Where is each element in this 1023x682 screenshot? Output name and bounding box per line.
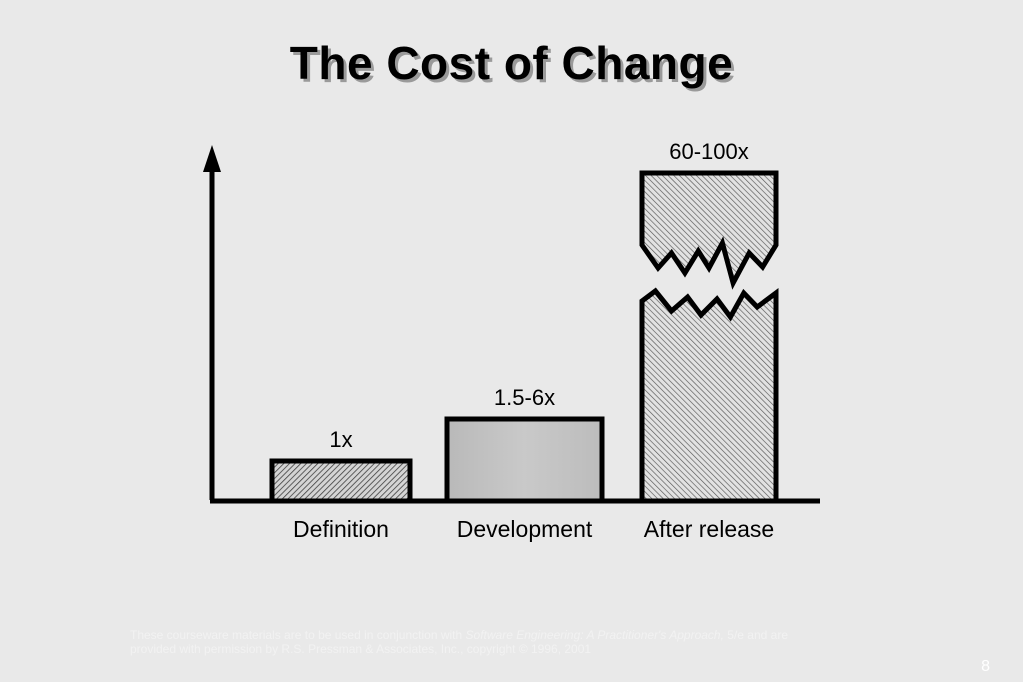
footer-suffix: 5/e and are	[723, 628, 789, 642]
data-label-development: 1.5-6x	[494, 385, 555, 410]
page-number: 8	[981, 658, 990, 675]
bar-after-release-top	[639, 170, 779, 290]
data-label-after-release: 60-100x	[669, 139, 749, 164]
bar-definition	[269, 458, 413, 504]
copyright-footer: These courseware materials are to be use…	[130, 628, 930, 656]
footer-book-title: Software Engineering: A Practitioner's A…	[465, 628, 724, 642]
page-title: The Cost of Change	[289, 37, 734, 89]
y-axis-arrow-icon	[203, 145, 221, 172]
bar-development	[444, 416, 605, 504]
category-label-development: Development	[457, 516, 593, 542]
footer-prefix: These courseware materials are to be use…	[130, 628, 466, 642]
footer-line-2: provided with permission by R.S. Pressma…	[130, 642, 592, 656]
category-label-after-release: After release	[644, 516, 774, 542]
category-label-definition: Definition	[293, 516, 389, 542]
bar-after-release-bottom	[639, 287, 779, 504]
data-label-definition: 1x	[329, 427, 352, 452]
